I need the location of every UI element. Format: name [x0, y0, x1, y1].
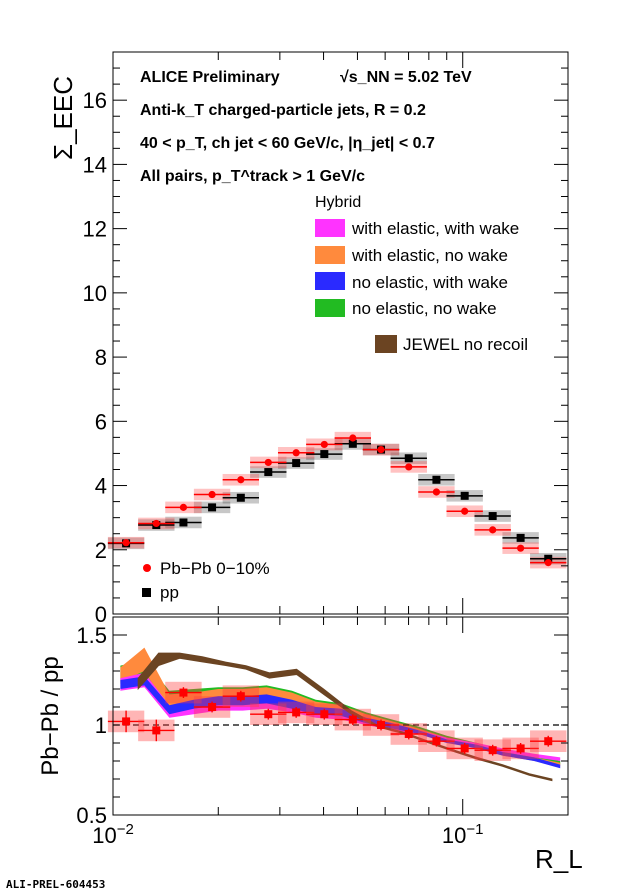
header-line-2: Anti-k_T charged-particle jets, R = 0.2	[140, 102, 426, 119]
ratio-point	[348, 715, 357, 724]
ratio-point	[236, 692, 245, 701]
ratio-point	[208, 703, 217, 711]
top-y-tick-label: 12	[83, 217, 107, 242]
pbpb-point	[292, 449, 300, 457]
top-y-tick-label: 14	[83, 152, 107, 177]
ratio-y-tick-label: 0.5	[76, 803, 107, 828]
legend-swatch-1	[315, 246, 345, 264]
top-y-tick-label: 8	[95, 345, 107, 370]
legend-swatch-0	[315, 219, 345, 237]
pbpb-point	[489, 526, 497, 534]
pp-point	[516, 533, 525, 542]
axes-layer: 0 2 4 6 8 10 12 14 16 0.5 1 1.5 10−2 10−1	[76, 51, 569, 848]
ratio-point	[122, 717, 131, 726]
band-with-elastic-with-wake	[120, 672, 561, 761]
top-y-axis-title: Σ_EEC	[48, 76, 78, 160]
legend-swatch-3	[315, 299, 345, 317]
pbpb-point	[517, 544, 525, 552]
header-line-4: All pairs, p_T^track > 1 GeV/c	[140, 168, 365, 185]
ratio-data-points	[107, 681, 567, 761]
band-no-elastic-with-wake	[120, 676, 561, 769]
ratio-point	[544, 737, 553, 746]
pp-point	[320, 450, 329, 459]
pp-point	[460, 491, 469, 500]
top-y-tick-label: 0	[95, 602, 107, 627]
pp-point	[208, 503, 217, 512]
ratio-y-tick-label: 1.5	[76, 623, 107, 648]
ratio-point	[488, 746, 497, 755]
ratio-point	[516, 744, 525, 753]
legend-label-0: with elastic, with wake	[351, 219, 519, 238]
top-y-tick-label: 10	[83, 281, 107, 306]
pp-point	[179, 518, 188, 527]
legend-swatch-2	[315, 272, 345, 290]
legend-label-pp: pp	[160, 583, 179, 602]
legend-label-3: no elastic, no wake	[352, 299, 497, 318]
header-line-1: ALICE Preliminary	[140, 69, 280, 86]
legend-label-pbpb: Pb−Pb 0−10%	[160, 559, 270, 578]
ratio-point	[320, 710, 329, 719]
ratio-point	[292, 708, 301, 717]
x-tick-label: 10−1	[442, 821, 484, 848]
pp-point	[488, 512, 497, 521]
band-with-elastic-no-wake	[120, 647, 561, 767]
top-panel-data-points	[107, 434, 567, 567]
pbpb-point	[237, 476, 245, 484]
x-axis-title: R_L	[535, 844, 583, 874]
pbpb-point	[461, 507, 469, 515]
ratio-point	[377, 721, 386, 729]
top-y-tick-label: 6	[95, 409, 107, 434]
legend-marker-pbpb	[143, 564, 151, 572]
pbpb-point	[377, 445, 385, 454]
legend-swatch-4	[375, 335, 397, 353]
pbpb-point	[122, 539, 130, 547]
pp-point	[292, 459, 301, 468]
ratio-y-tick-label: 1	[95, 713, 107, 738]
top-y-tick-label: 4	[95, 474, 107, 499]
pbpb-point	[208, 490, 216, 499]
pbpb-point	[152, 519, 160, 528]
pbpb-point	[544, 559, 552, 567]
top-panel-uncertainty-boxes	[107, 431, 567, 569]
pbpb-point	[264, 458, 272, 467]
pp-point	[404, 454, 413, 463]
pp-point	[264, 468, 273, 477]
legend-label-1: with elastic, no wake	[351, 246, 508, 265]
header-line-3: 40 < p_T, ch jet < 60 GeV/c, |η_jet| < 0…	[140, 135, 435, 152]
ratio-point	[460, 744, 469, 753]
legend-label-4: JEWEL no recoil	[403, 335, 528, 354]
pbpb-point	[349, 434, 357, 442]
ratio-point	[404, 730, 413, 738]
top-panel-frame	[112, 51, 569, 615]
ratio-point	[179, 688, 188, 697]
pp-point	[432, 475, 441, 484]
legend-label-2: no elastic, with wake	[352, 273, 508, 292]
header-energy: √s_NN = 5.02 TeV	[340, 69, 472, 86]
pp-point	[236, 493, 245, 502]
pbpb-point	[405, 463, 413, 471]
ratio-panel-frame	[112, 616, 569, 816]
x-tick-label: 10−2	[92, 821, 134, 848]
ratio-point	[152, 726, 161, 735]
pbpb-point	[432, 488, 441, 496]
pp-point	[348, 439, 357, 448]
ratio-y-axis-title: Pb−Pb / pp	[37, 656, 64, 775]
ratio-point	[432, 737, 441, 746]
legend-title: Hybrid	[315, 194, 361, 211]
top-y-tick-label: 2	[95, 538, 107, 563]
figure-id-label: ALI-PREL-604453	[6, 878, 105, 891]
pbpb-point	[179, 503, 188, 511]
top-y-tick-label: 16	[83, 88, 107, 113]
ratio-point	[264, 710, 273, 719]
pp-point	[544, 554, 553, 563]
legend-marker-pp	[142, 588, 151, 597]
pbpb-point	[320, 440, 328, 449]
